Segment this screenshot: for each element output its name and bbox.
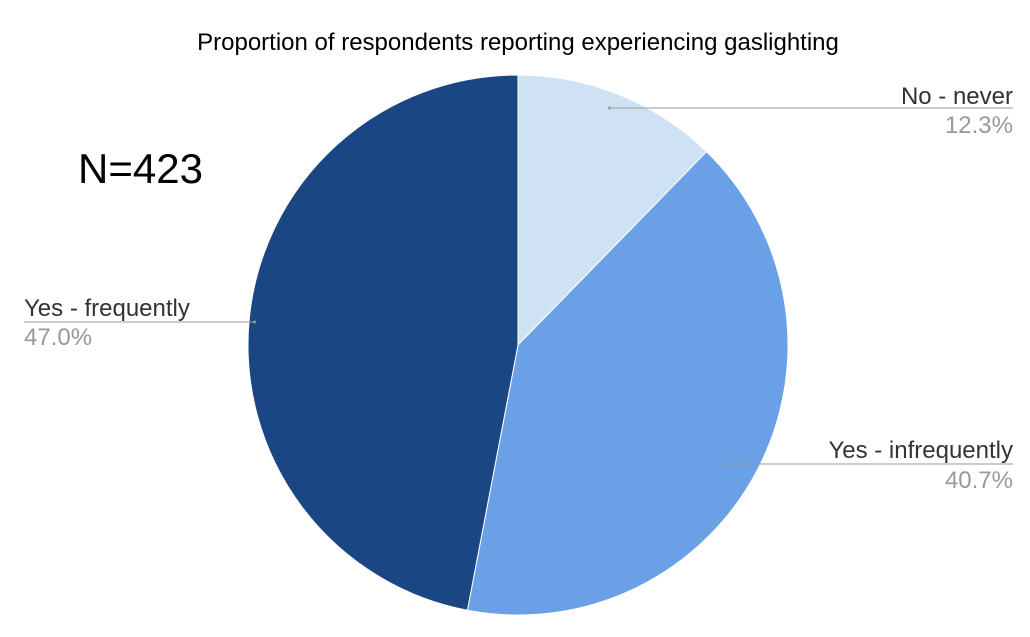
slice-label-percent: 40.7% [945, 467, 1013, 494]
pie-slices [247, 74, 789, 616]
pie-slice-yes-infrequently [466, 150, 789, 616]
pie-slice-yes-frequently [247, 74, 519, 611]
pie-slice-no-never [517, 74, 708, 347]
leader-dot [727, 462, 731, 466]
slice-label-percent: 12.3% [945, 112, 1013, 139]
slice-label-percent: 47.0% [24, 324, 92, 351]
slice-label-name: No - never [901, 83, 1013, 110]
sample-size-annotation: N=423 [78, 145, 203, 192]
slice-label-name: Yes - infrequently [828, 437, 1013, 464]
slice-label-name: Yes - frequently [24, 295, 190, 322]
leader-dot [253, 320, 257, 324]
chart-title: Proportion of respondents reporting expe… [197, 29, 839, 56]
leader-dot [608, 106, 612, 110]
